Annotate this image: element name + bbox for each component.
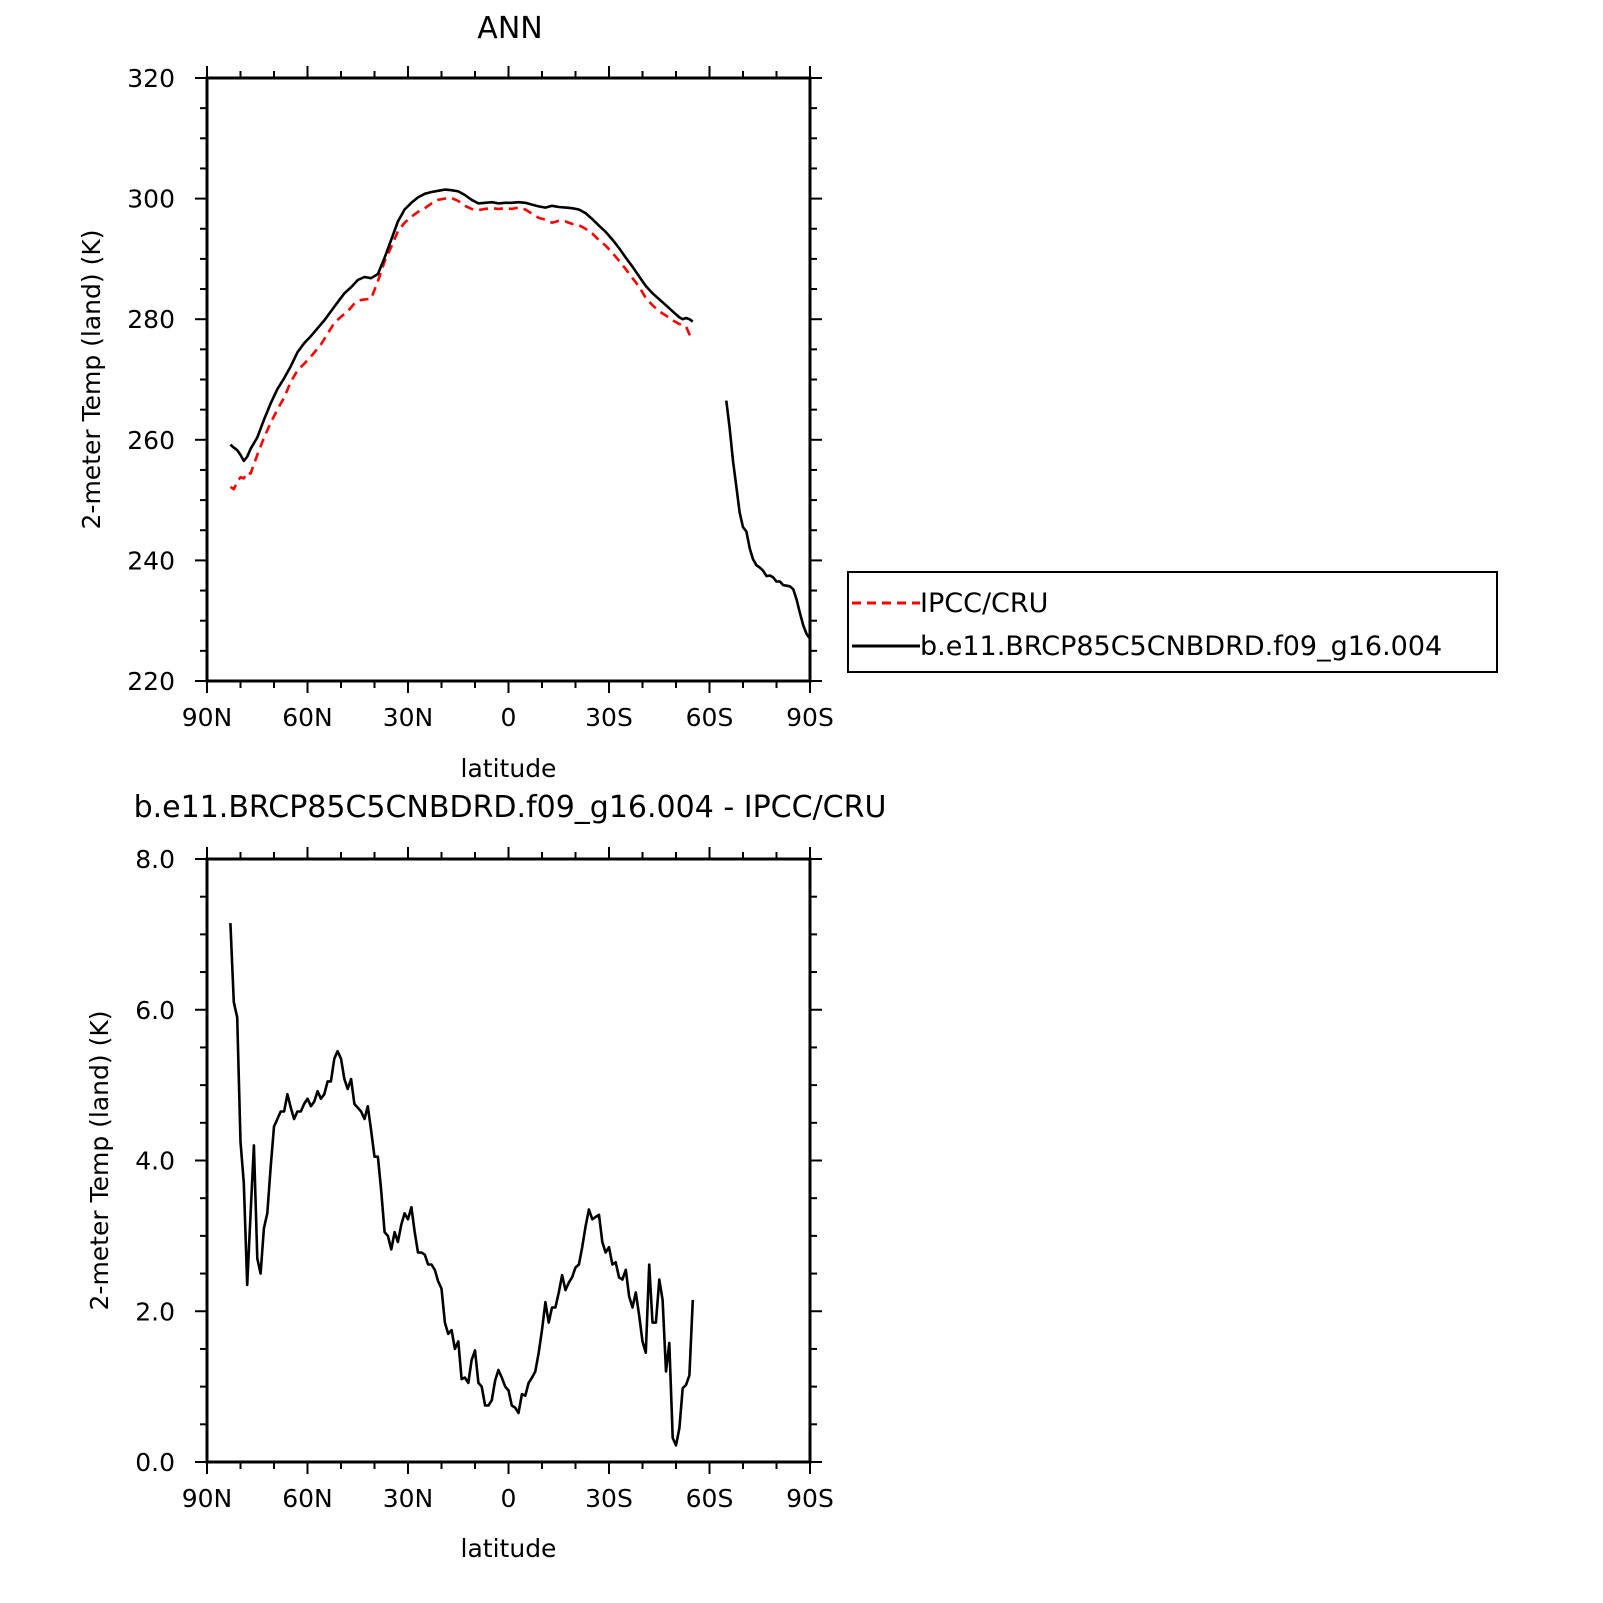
top-chart-series [229,188,812,640]
bottom-chart-panel: b.e11.BRCP85C5CNBDRD.f09_g16.004 - IPCC/… [85,790,886,1563]
bottom-xtick-label: 60S [686,1484,734,1513]
bottom-xtick-label: 0 [501,1484,517,1513]
bottom-chart-xlabel: latitude [461,1534,557,1563]
top-chart-panel: ANN 90N 60N 30N 0 30S 60S 90S 220 240 260 280 300 32… [77,11,834,783]
top-ytick-label: 280 [127,305,175,334]
bottom-chart-series [229,923,695,1447]
bottom-xtick-label: 90N [182,1484,233,1513]
top-ytick-label: 320 [127,64,175,93]
top-xtick-label: 60S [686,703,734,732]
top-series-1-line-1 [725,400,812,640]
top-xtick-label: 60N [282,703,333,732]
legend-label-ipcc-cru: IPCC/CRU [920,588,1048,619]
bottom-xtick-label: 30S [585,1484,633,1513]
bottom-ytick-label: 0.0 [135,1448,175,1477]
bottom-chart-title: b.e11.BRCP85C5CNBDRD.f09_g16.004 - IPCC/… [134,790,887,825]
bottom-chart-frame [205,857,812,1464]
legend-box [847,571,1498,673]
bottom-series-0-line-0 [229,923,695,1447]
bottom-chart-ylabel: 2-meter Temp (land) (K) [85,1011,114,1311]
top-xtick-label: 30N [383,703,434,732]
top-series-1-line-0 [229,188,694,463]
top-chart-ylabel: 2-meter Temp (land) (K) [77,230,106,530]
top-xtick-label: 30S [585,703,633,732]
top-chart-ticks: 90N 60N 30N 0 30S 60S 90S 220 240 260 280 300 320 [127,64,834,732]
bottom-xtick-label: 90S [786,1484,834,1513]
bottom-ytick-label: 6.0 [135,996,175,1025]
top-series-0-line-0 [229,196,694,491]
top-chart-frame [205,76,812,683]
top-ytick-label: 300 [127,185,175,214]
bottom-ytick-label: 8.0 [135,845,175,874]
bottom-ytick-label: 4.0 [135,1147,175,1176]
top-xtick-label: 90N [182,703,233,732]
top-ytick-label: 260 [127,426,175,455]
bottom-xtick-label: 30N [383,1484,434,1513]
legend-label-model: b.e11.BRCP85C5CNBDRD.f09_g16.004 [920,631,1442,662]
top-ytick-label: 240 [127,546,175,575]
top-xtick-label: 0 [501,703,517,732]
top-chart-xlabel: latitude [461,754,557,783]
top-xtick-label: 90S [786,703,834,732]
bottom-chart-ticks: 90N 60N 30N 0 30S 60S 90S 0.0 2.0 4.0 6.0 8.0 [135,845,834,1513]
bottom-xtick-label: 60N [282,1484,333,1513]
top-chart-title: ANN [477,11,542,46]
legend: IPCC/CRU b.e11.BRCP85C5CNBDRD.f09_g16.00… [847,571,1498,673]
top-ytick-label: 220 [127,667,175,696]
bottom-ytick-label: 2.0 [135,1297,175,1326]
